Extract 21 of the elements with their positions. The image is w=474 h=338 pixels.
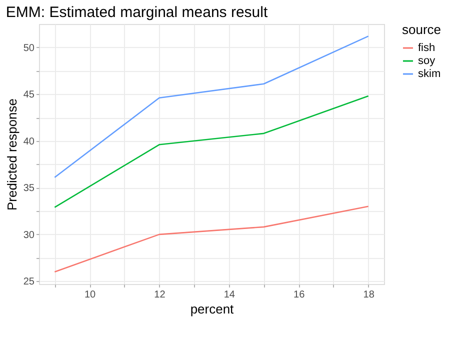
y-tick-label: 45 [23, 90, 35, 101]
y-tick-label: 25 [23, 276, 35, 288]
legend-title: source [402, 22, 442, 37]
x-tick-label: 12 [154, 290, 166, 300]
y-tick-label: 35 [23, 183, 35, 194]
line-series [54, 206, 369, 272]
x-tick-label: 18 [363, 290, 375, 300]
legend-label: fish [418, 42, 436, 54]
x-tick-label: 14 [224, 290, 236, 300]
chart-title: EMM: Estimated marginal means result [6, 4, 268, 21]
line-series [54, 36, 369, 178]
legend-label: soy [418, 55, 436, 67]
y-tick-label: 30 [23, 230, 35, 241]
y-axis-title: Predicted response [4, 98, 20, 211]
y-tick-label: 50 [23, 42, 35, 54]
x-tick-label: 10 [84, 290, 96, 300]
x-axis-title: percent [190, 302, 234, 316]
legend-label: skim [418, 68, 441, 80]
line-series [54, 95, 369, 208]
x-tick-label: 16 [294, 290, 306, 300]
y-tick-label: 40 [23, 136, 35, 148]
